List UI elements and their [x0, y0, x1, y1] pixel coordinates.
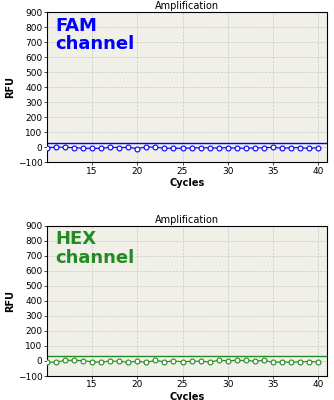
Title: Amplification: Amplification	[155, 1, 219, 11]
Y-axis label: RFU: RFU	[5, 290, 15, 312]
Y-axis label: RFU: RFU	[5, 76, 15, 98]
X-axis label: Cycles: Cycles	[169, 392, 205, 400]
X-axis label: Cycles: Cycles	[169, 178, 205, 188]
Text: FAM
channel: FAM channel	[55, 16, 134, 53]
Title: Amplification: Amplification	[155, 215, 219, 225]
Text: HEX
channel: HEX channel	[55, 230, 134, 267]
